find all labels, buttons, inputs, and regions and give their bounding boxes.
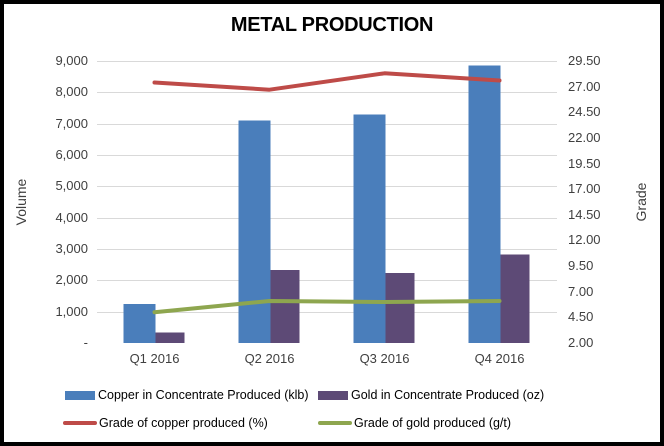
left-axis-tick: 6,000 xyxy=(55,147,88,162)
bar-copper-bars-q2-2016 xyxy=(238,120,271,343)
bar-copper-bars-q3-2016 xyxy=(353,114,386,343)
legend-label-gold-grade-line: Grade of gold produced (g/t) xyxy=(354,416,512,430)
right-axis-tick: 27.00 xyxy=(568,78,601,94)
bar-copper-bars-q4-2016 xyxy=(468,65,501,343)
left-axis-tick: 1,000 xyxy=(55,303,88,319)
line-gold-grade-line xyxy=(152,299,502,315)
legend-swatch-copper-bars xyxy=(65,390,95,400)
bar-gold-bars-q3-2016 xyxy=(385,273,415,343)
bar-copper-bars-q1-2016 xyxy=(123,303,156,343)
left-axis-tick: 5,000 xyxy=(55,178,88,194)
y-axis-title-grade: Grade xyxy=(633,182,649,222)
right-axis-tick: 4.50 xyxy=(568,309,594,325)
left-axis-tick: 4,000 xyxy=(55,209,88,225)
right-axis-tick: 29.50 xyxy=(568,53,601,68)
right-axis-tick: 2.00 xyxy=(568,335,594,350)
right-axis-tick: 17.00 xyxy=(568,181,601,197)
legend-label-copper-grade-line: Grade of copper produced (%) xyxy=(99,416,268,430)
legend-swatch-gold-bars xyxy=(318,390,348,400)
right-axis-tick: 14.50 xyxy=(568,206,601,222)
bar-gold-bars-q1-2016 xyxy=(155,332,185,343)
bar-gold-bars-q4-2016 xyxy=(500,254,530,343)
chart-title: METAL PRODUCTION xyxy=(230,14,434,36)
y-axis-title-volume: Volume xyxy=(13,178,29,226)
legend-swatch-copper-grade-line xyxy=(63,421,97,425)
legend-item-gold-bars: Gold in Concentrate Produced (oz) xyxy=(318,387,544,403)
right-axis-tick: 12.00 xyxy=(568,232,601,248)
legend-swatch-gold-grade-line xyxy=(318,421,352,425)
legend-item-copper-grade-line: Grade of copper produced (%) xyxy=(63,415,268,431)
legend-label-gold-bars: Gold in Concentrate Produced (oz) xyxy=(351,388,545,402)
line-copper-grade-line xyxy=(152,71,502,92)
left-axis-tick: 7,000 xyxy=(55,115,88,131)
x-axis-label-q2-2016: Q2 2016 xyxy=(244,351,295,366)
left-axis-tick: - xyxy=(83,335,88,350)
bar-gold-bars-q2-2016 xyxy=(270,269,300,343)
left-axis-tick: 3,000 xyxy=(55,241,88,256)
legend-item-copper-bars: Copper in Concentrate Produced (klb) xyxy=(65,387,309,403)
left-axis-tick: 8,000 xyxy=(55,84,88,100)
right-axis-tick: 22.00 xyxy=(568,129,601,145)
right-axis-tick: 24.50 xyxy=(568,104,601,120)
left-axis-tick: 9,000 xyxy=(55,53,88,68)
right-axis-tick: 9.50 xyxy=(568,258,594,274)
left-axis-tick: 2,000 xyxy=(55,272,88,288)
plot-area xyxy=(97,61,557,343)
legend-label-copper-bars: Copper in Concentrate Produced (klb) xyxy=(98,388,309,402)
right-axis-tick: 19.50 xyxy=(568,155,601,171)
x-axis-label-q1-2016: Q1 2016 xyxy=(129,351,180,366)
x-axis-label-q3-2016: Q3 2016 xyxy=(359,351,410,366)
legend-item-gold-grade-line: Grade of gold produced (g/t) xyxy=(318,415,511,431)
right-axis-tick: 7.00 xyxy=(568,283,594,299)
x-axis-label-q4-2016: Q4 2016 xyxy=(474,351,525,366)
